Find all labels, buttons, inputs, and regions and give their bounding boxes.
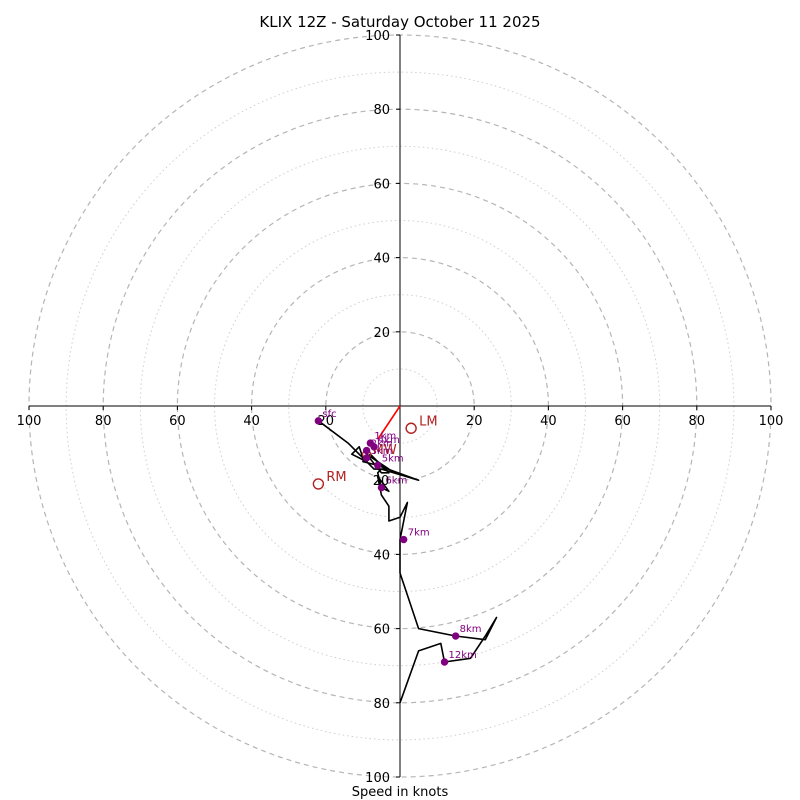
x-tick-label: 100 — [759, 414, 784, 429]
height-marker-7km — [400, 535, 408, 544]
x-axis-label: Speed in knots — [352, 785, 449, 800]
y-tick-label: 80 — [373, 103, 390, 118]
storm-motion-group: LM RM MW — [312, 414, 438, 490]
height-marker-label-8km: 8km — [460, 624, 482, 635]
chart-title: KLIX 12Z - Saturday October 11 2025 — [259, 13, 540, 31]
tick-labels: 100 80 60 40 20 20 40 60 80 100 20 40 60 80 100 40 60 80 1… — [17, 29, 784, 786]
mean-wind-label: MW — [373, 443, 397, 458]
height-marker-8km — [451, 632, 460, 640]
height-marker-4km — [370, 443, 378, 451]
x-tick-label: 80 — [689, 414, 706, 429]
height-marker-label-2km: 2km — [371, 439, 393, 450]
height-marker-2km — [362, 446, 371, 455]
center-tick-label: 20 — [373, 474, 390, 489]
storm-motion-lm-marker — [405, 422, 417, 434]
height-marker-label-7km: 7km — [408, 528, 430, 539]
y-tick-label: 100 — [365, 29, 390, 44]
y-tick-label: 60 — [373, 177, 390, 192]
shear-vector-group — [377, 405, 401, 440]
shear-vector-line — [377, 405, 401, 440]
height-marker-sfc — [314, 417, 323, 425]
height-marker-3km — [362, 454, 371, 462]
y-tick-label: 20 — [373, 326, 390, 341]
height-marker-label-5km: 5km — [382, 453, 404, 464]
height-marker-label-12km: 12km — [449, 650, 477, 661]
height-marker-6km — [377, 483, 386, 492]
x-tick-label: 60 — [169, 414, 186, 429]
height-marker-label-4km: 4km — [378, 435, 400, 446]
x-tick-label: 20 — [318, 414, 335, 429]
storm-motion-rm-marker — [312, 478, 325, 490]
y-tick-label: 80 — [373, 697, 390, 712]
x-tick-label: 20 — [466, 414, 483, 429]
y-tick-label: 40 — [373, 548, 390, 563]
x-tick-label: 40 — [243, 414, 260, 429]
height-marker-label-sfc: sfc — [322, 409, 336, 420]
hodograph-trace-group — [317, 420, 498, 704]
x-tick-label: 60 — [614, 414, 631, 429]
y-tick-label: 40 — [373, 252, 390, 267]
height-marker-12km — [440, 658, 449, 666]
y-tick-label: 100 — [365, 771, 390, 786]
height-marker-label-1km: 1km — [374, 431, 396, 442]
hodograph-trace — [317, 420, 498, 704]
x-tick-label: 40 — [540, 414, 557, 429]
x-tick-label: 100 — [17, 414, 42, 429]
storm-motion-lm-label: LM — [419, 414, 437, 429]
y-tick-label: 60 — [373, 623, 390, 638]
height-marker-5km — [374, 461, 382, 470]
storm-motion-rm-label: RM — [326, 470, 346, 485]
height-marker-label-6km: 6km — [385, 476, 407, 487]
x-tick-label: 80 — [95, 414, 112, 429]
height-marker-label-3km: 3km — [371, 446, 393, 457]
